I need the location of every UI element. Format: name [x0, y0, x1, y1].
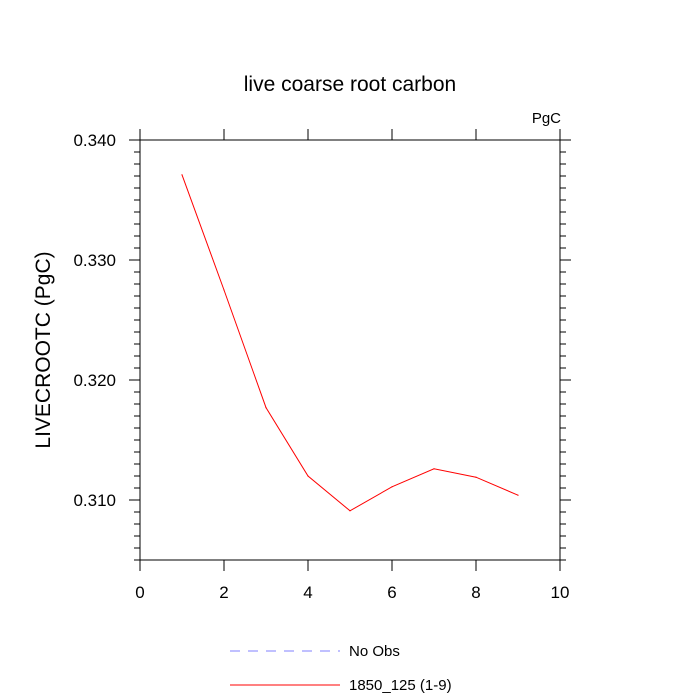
axis-ticks — [129, 129, 571, 571]
series-point — [391, 486, 393, 488]
series-point — [307, 475, 309, 477]
units-label: PgC — [532, 110, 561, 127]
series-point — [265, 407, 267, 409]
y-tick-label: 0.340 — [73, 131, 116, 150]
x-tick-label: 6 — [387, 583, 396, 602]
axis-tick-labels: 0 2 4 6 8 10 0.310 0.320 0.330 0.340 — [73, 131, 569, 602]
x-tick-label: 2 — [219, 583, 228, 602]
x-tick-label: 4 — [303, 583, 312, 602]
series-point — [181, 174, 183, 176]
series-point — [223, 289, 225, 291]
plot-frame — [139, 139, 561, 561]
series-layer — [181, 174, 519, 512]
series-point — [517, 494, 519, 496]
y-tick-label: 0.310 — [73, 491, 116, 510]
x-tick-label: 8 — [471, 583, 480, 602]
legend-label: 1850_125 (1-9) — [349, 677, 452, 694]
series-point — [433, 468, 435, 470]
chart-title: live coarse root carbon — [244, 73, 456, 96]
y-tick-label: 0.330 — [73, 251, 116, 270]
x-tick-label: 0 — [135, 583, 144, 602]
series-point — [349, 510, 351, 512]
y-axis-label: LIVECROOTC (PgC) — [32, 251, 55, 448]
x-tick-label: 10 — [551, 583, 570, 602]
legend: No Obs 1850_125 (1-9) — [230, 643, 452, 694]
y-tick-label: 0.320 — [73, 371, 116, 390]
series-line-0 — [181, 174, 519, 512]
series-point — [475, 476, 477, 478]
legend-label: No Obs — [349, 643, 400, 660]
